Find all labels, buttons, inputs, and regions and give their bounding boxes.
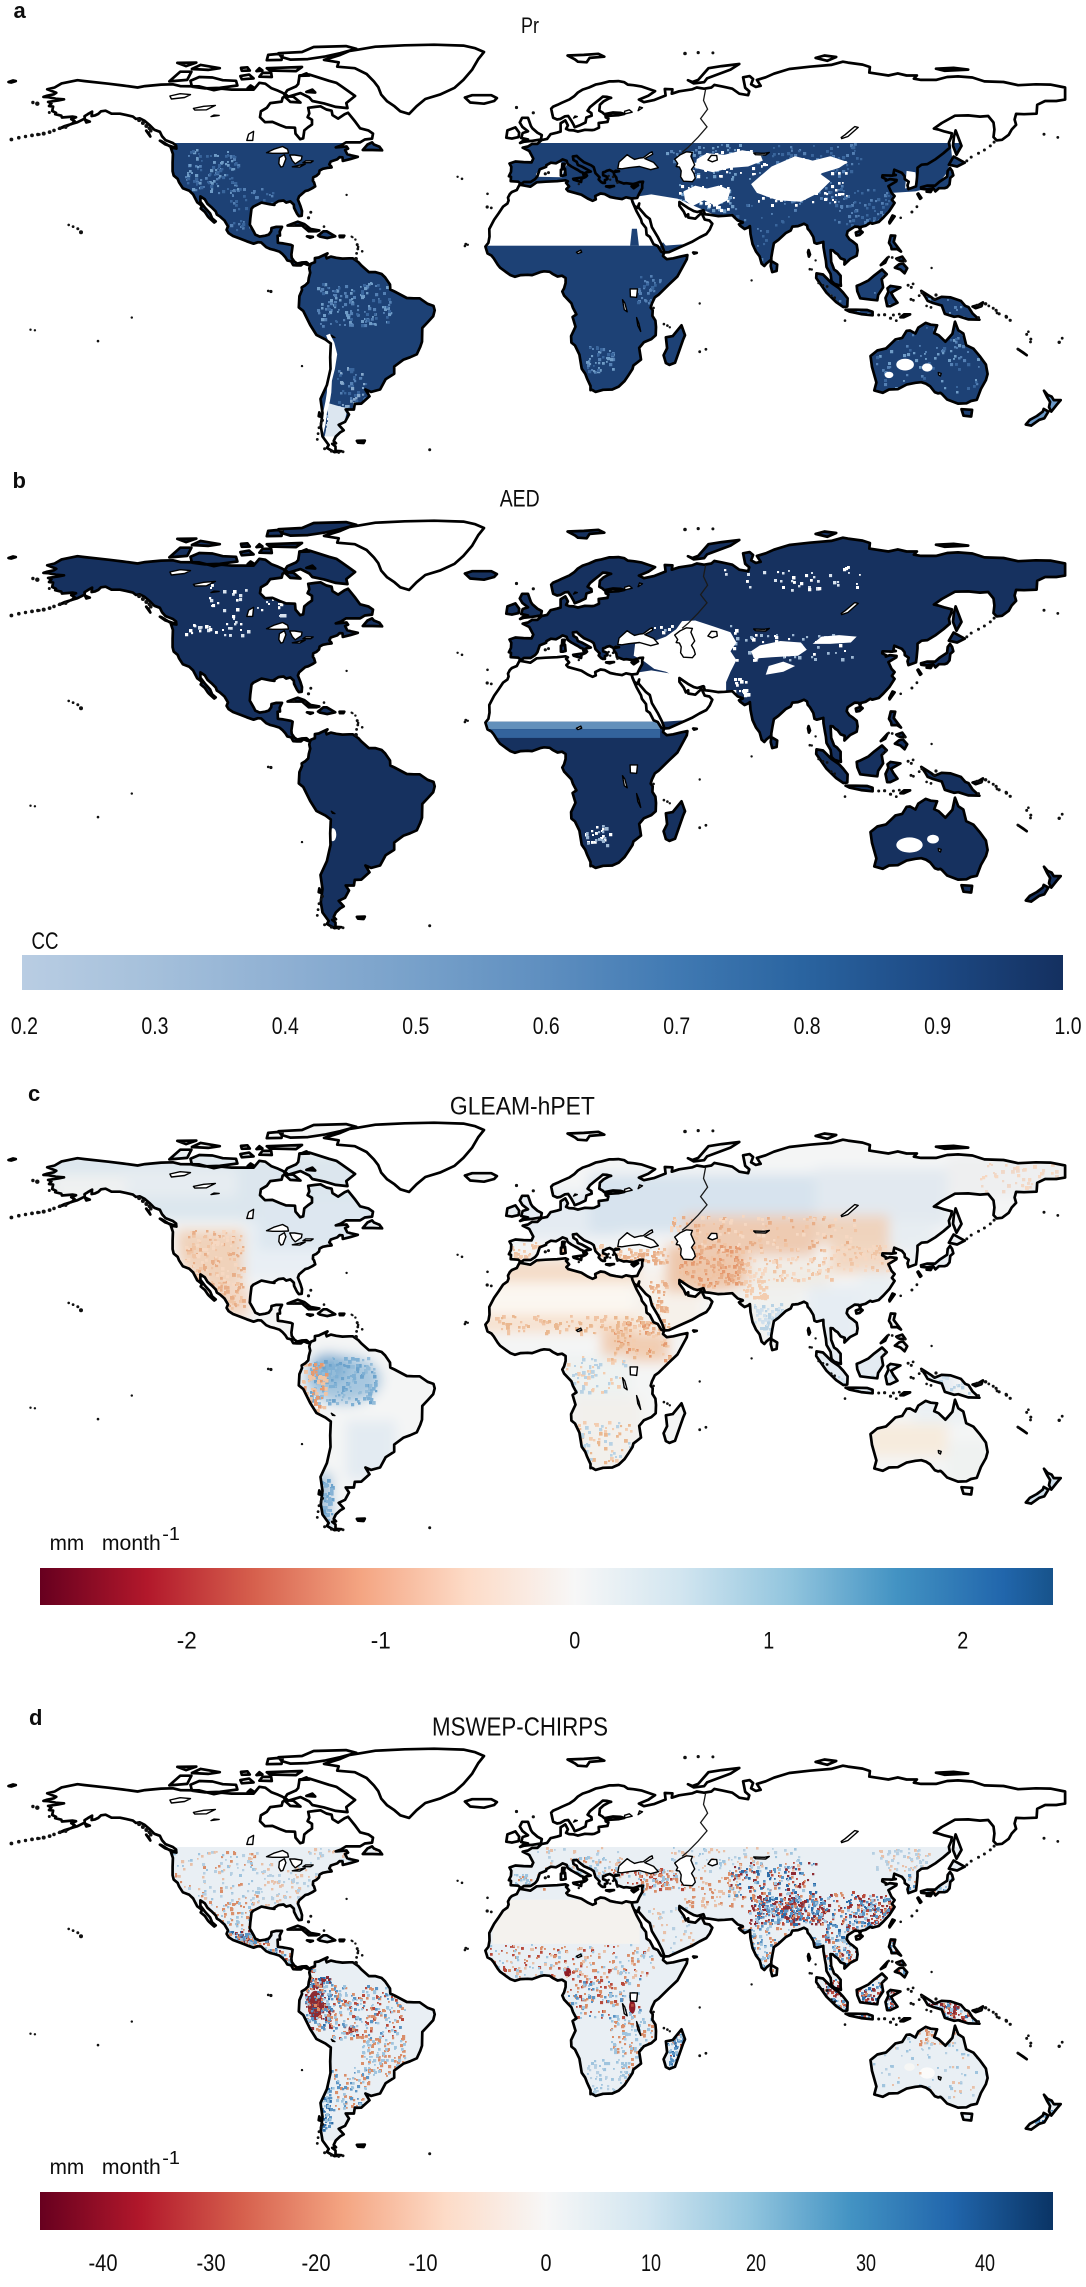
svg-text:-10: -10 bbox=[409, 2250, 438, 2277]
svg-text:-20: -20 bbox=[302, 2250, 331, 2277]
svg-text:0.4: 0.4 bbox=[272, 1013, 299, 1040]
svg-text:20: 20 bbox=[746, 2250, 766, 2277]
svg-text:c: c bbox=[28, 1081, 40, 1106]
svg-text:-30: -30 bbox=[197, 2250, 226, 2277]
svg-text:mm: mm bbox=[50, 2156, 85, 2179]
svg-text:-1: -1 bbox=[162, 2148, 180, 2168]
svg-text:CC: CC bbox=[32, 928, 59, 955]
svg-text:1: 1 bbox=[763, 1628, 774, 1655]
svg-text:b: b bbox=[13, 468, 26, 493]
svg-text:Pr: Pr bbox=[521, 13, 539, 38]
svg-text:30: 30 bbox=[856, 2250, 876, 2277]
svg-text:-2: -2 bbox=[177, 1628, 197, 1655]
svg-text:40: 40 bbox=[975, 2250, 995, 2277]
svg-text:AED: AED bbox=[500, 486, 540, 513]
svg-text:0: 0 bbox=[541, 2250, 552, 2277]
svg-text:month: month bbox=[102, 1532, 161, 1555]
svg-text:mm: mm bbox=[50, 1532, 85, 1555]
svg-text:0.9: 0.9 bbox=[924, 1013, 951, 1040]
svg-text:a: a bbox=[14, 0, 27, 23]
svg-text:1.0: 1.0 bbox=[1055, 1013, 1082, 1040]
svg-text:0.8: 0.8 bbox=[794, 1013, 821, 1040]
svg-text:-1: -1 bbox=[371, 1628, 391, 1655]
svg-text:0.7: 0.7 bbox=[663, 1013, 690, 1040]
svg-text:0: 0 bbox=[569, 1628, 580, 1655]
svg-text:0.2: 0.2 bbox=[11, 1013, 38, 1040]
svg-text:0.5: 0.5 bbox=[402, 1013, 429, 1040]
svg-text:MSWEP-CHIRPS: MSWEP-CHIRPS bbox=[432, 1712, 608, 1742]
svg-text:-1: -1 bbox=[162, 1524, 180, 1544]
svg-text:10: 10 bbox=[641, 2250, 661, 2277]
svg-text:-40: -40 bbox=[89, 2250, 118, 2277]
svg-text:2: 2 bbox=[957, 1628, 968, 1655]
svg-text:d: d bbox=[29, 1705, 42, 1730]
svg-text:GLEAM-hPET: GLEAM-hPET bbox=[450, 1093, 595, 1121]
svg-text:month: month bbox=[102, 2156, 161, 2179]
svg-text:0.6: 0.6 bbox=[533, 1013, 560, 1040]
svg-text:0.3: 0.3 bbox=[141, 1013, 168, 1040]
